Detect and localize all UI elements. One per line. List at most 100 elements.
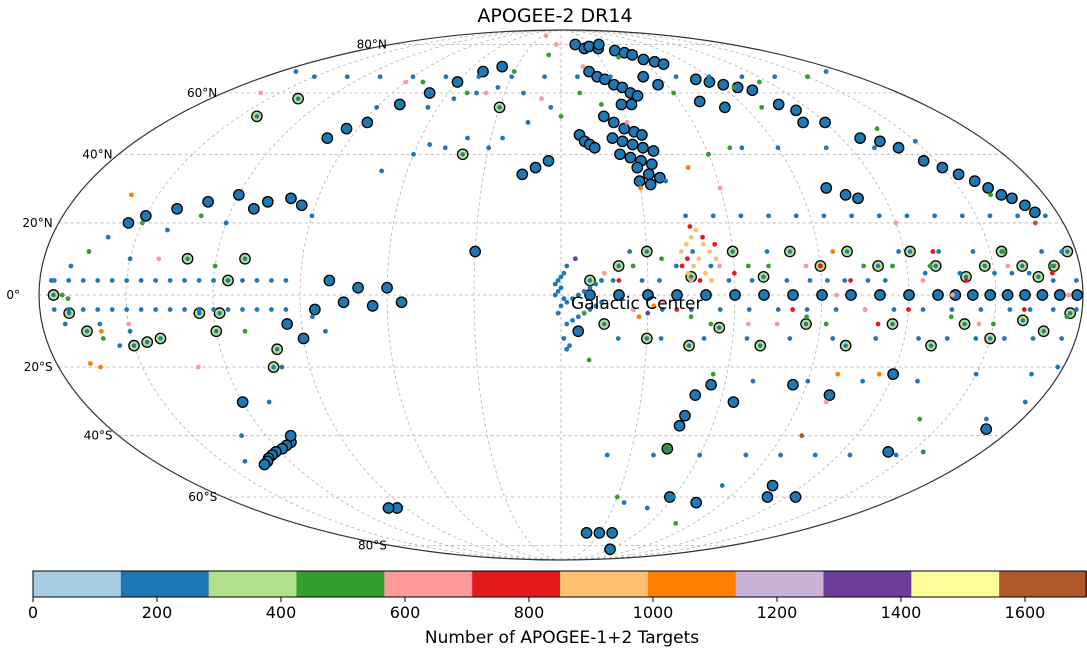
field-point-core — [629, 52, 635, 58]
field-point-core — [497, 105, 502, 110]
field-point-core — [635, 93, 640, 98]
lat-label: 0° — [6, 288, 20, 302]
field-point — [915, 378, 920, 384]
field-point — [978, 307, 984, 312]
field-point — [624, 120, 630, 125]
field-point-core — [677, 423, 682, 428]
field-point-core — [251, 206, 257, 212]
field-point-core — [956, 172, 961, 177]
field-point — [896, 249, 901, 254]
field-point — [805, 378, 811, 384]
field-point — [709, 278, 714, 283]
field-point — [973, 371, 979, 377]
field-point — [109, 307, 115, 312]
field-point-core — [271, 364, 276, 370]
colorbar-segment — [823, 571, 912, 597]
field-point — [564, 299, 570, 305]
field-point — [917, 416, 923, 422]
field-point-core — [620, 139, 625, 144]
field-point — [1026, 270, 1032, 276]
field-point-core — [131, 343, 137, 348]
field-point — [708, 263, 714, 269]
field-point — [542, 74, 547, 80]
colorbar-segment — [911, 571, 1000, 597]
field-point — [712, 241, 718, 247]
field-point — [963, 278, 969, 283]
field-point-core — [1022, 203, 1028, 208]
field-point — [922, 270, 928, 276]
field-point — [673, 74, 679, 80]
field-point — [862, 307, 868, 312]
field-point — [105, 234, 111, 240]
field-point-core — [499, 64, 505, 69]
field-point — [323, 328, 328, 334]
field-point — [833, 307, 839, 312]
lat-label: 20°S — [24, 360, 53, 374]
field-point — [990, 321, 996, 327]
field-point-core — [616, 263, 621, 269]
field-point — [772, 74, 778, 80]
field-point-core — [1068, 310, 1073, 316]
field-point-core — [327, 278, 332, 283]
field-point — [570, 296, 575, 302]
field-point-core — [697, 99, 702, 104]
field-point-core — [144, 339, 150, 345]
colorbar-tick-label: 0 — [28, 603, 38, 622]
field-point — [561, 296, 567, 302]
field-point — [374, 104, 380, 110]
field-point-core — [750, 87, 755, 93]
colorbar-segment — [120, 571, 210, 597]
field-point — [818, 263, 823, 269]
colorbar-tick-label: 1000 — [633, 603, 674, 622]
field-point — [555, 288, 561, 294]
field-point — [269, 307, 274, 312]
field-point-core — [370, 303, 375, 309]
field-point — [823, 321, 829, 327]
field-point — [266, 399, 272, 405]
field-point — [743, 452, 749, 458]
field-point — [581, 310, 587, 316]
field-point-core — [274, 347, 280, 352]
field-point — [555, 310, 561, 316]
field-point-core — [236, 192, 242, 198]
field-point — [690, 249, 695, 254]
field-point — [710, 213, 716, 219]
field-point — [240, 307, 245, 312]
field-point — [474, 90, 479, 96]
field-point-core — [197, 310, 202, 316]
field-point — [849, 213, 854, 219]
field-point — [558, 285, 564, 291]
field-point — [775, 145, 781, 151]
field-point-core — [602, 77, 608, 82]
field-point-core — [735, 85, 740, 90]
field-point — [920, 278, 926, 283]
field-point-core — [427, 90, 432, 96]
field-point — [671, 90, 676, 96]
field-point-core — [693, 392, 698, 398]
field-point-core — [620, 85, 625, 90]
field-point — [593, 281, 599, 287]
field-point — [167, 278, 173, 283]
field-point-core — [284, 321, 290, 327]
field-point — [564, 263, 570, 269]
field-point-core — [793, 494, 798, 500]
field-point-core — [344, 126, 349, 131]
field-point-core — [217, 310, 222, 316]
field-point — [644, 505, 650, 511]
field-point — [225, 307, 231, 312]
field-point — [778, 452, 783, 458]
field-point — [630, 307, 636, 312]
field-point — [708, 321, 714, 327]
field-point — [659, 307, 665, 312]
field-point — [987, 213, 993, 219]
field-point — [1029, 371, 1034, 377]
field-point — [713, 256, 719, 262]
field-point — [425, 104, 431, 110]
field-point — [957, 270, 963, 276]
field-point — [793, 213, 799, 219]
field-point — [1050, 307, 1056, 312]
field-point-core — [1009, 196, 1015, 201]
field-point-core — [730, 249, 735, 254]
field-point — [615, 336, 621, 341]
field-point — [739, 74, 745, 80]
